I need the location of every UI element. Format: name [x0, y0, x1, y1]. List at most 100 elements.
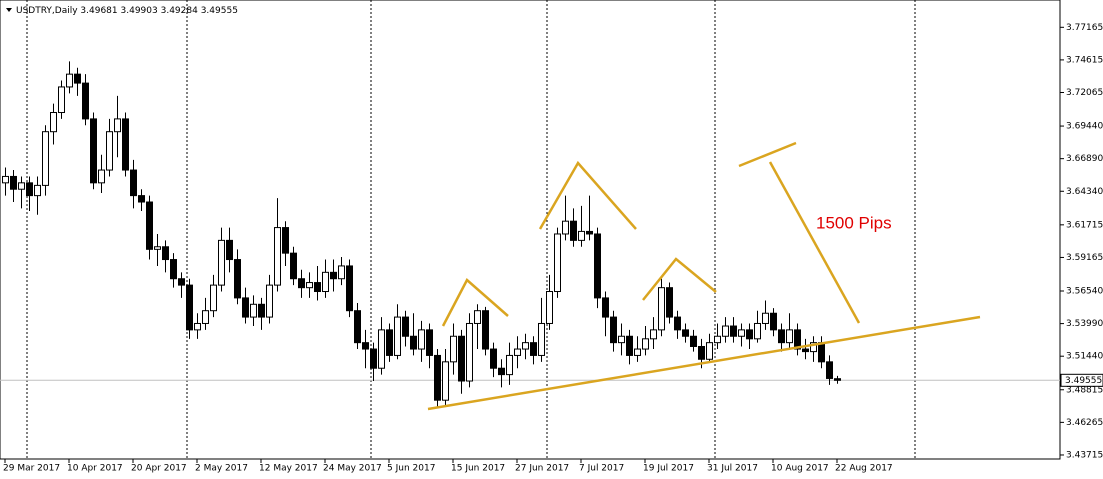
candle-body	[666, 287, 673, 318]
candle-body	[698, 345, 705, 360]
candle-body	[674, 316, 681, 331]
candle-body	[458, 335, 465, 382]
candle-body	[2, 175, 9, 184]
candle-body	[834, 378, 841, 381]
menu-arrow	[6, 8, 12, 12]
candle-body	[114, 118, 121, 133]
candle-body	[226, 239, 233, 261]
head	[538, 160, 637, 230]
candle-body	[794, 329, 801, 350]
candle-body	[722, 325, 729, 337]
candle-body	[210, 284, 217, 312]
x-tick-label: 5 Jun 2017	[387, 464, 435, 474]
x-tick-label: 20 Apr 2017	[131, 464, 187, 474]
candle-body	[146, 201, 153, 250]
plot-frame	[0, 0, 1061, 460]
candle-body	[402, 316, 409, 337]
candle-body	[26, 182, 33, 197]
candle-body	[642, 338, 649, 350]
candle-body	[682, 329, 689, 337]
candle-body	[770, 312, 777, 331]
candle-body	[730, 325, 737, 337]
candle-body	[514, 348, 521, 356]
candle-body	[530, 342, 537, 356]
x-tick-label: 10 Apr 2017	[67, 464, 123, 474]
ohlc-high: 3.49903	[121, 6, 158, 16]
candle-body	[186, 284, 193, 331]
y-tick-label: 3.72065	[1066, 88, 1103, 98]
x-tick-label: 10 Aug 2017	[771, 464, 829, 474]
drawings	[427, 141, 981, 411]
candle-body	[810, 342, 817, 353]
candle-body	[258, 303, 265, 318]
shoulder-left	[441, 278, 509, 327]
ohlc-low: 3.49284	[161, 6, 198, 16]
candle-body	[106, 131, 113, 171]
candle-body	[138, 195, 145, 203]
candle-body	[154, 246, 161, 250]
y-tick-label: 3.53990	[1066, 319, 1103, 329]
candle-body	[426, 329, 433, 356]
candle-body	[466, 322, 473, 382]
candle-body	[410, 335, 417, 350]
candle-body	[58, 86, 65, 114]
candle-body	[378, 329, 385, 369]
candle-body	[362, 342, 369, 350]
candle-body	[474, 310, 481, 324]
y-tick-label: 3.69440	[1066, 122, 1103, 132]
x-tick-label: 19 Jul 2017	[643, 464, 694, 474]
neckline-copy	[738, 141, 797, 168]
x-tick-label: 2 May 2017	[195, 464, 248, 474]
candle-body	[82, 82, 89, 120]
candle-body	[434, 354, 441, 401]
x-tick-label: 22 Aug 2017	[835, 464, 893, 474]
candle-body	[626, 335, 633, 356]
candle-body	[690, 335, 697, 347]
candle-body	[330, 271, 337, 280]
annotation: 1500 Pips	[816, 213, 892, 232]
candle-body	[394, 316, 401, 356]
candle-body	[602, 297, 609, 318]
candle-body	[714, 335, 721, 344]
ohlc-open: 3.49681	[80, 6, 117, 16]
candle-body	[42, 131, 49, 186]
candle-body	[482, 310, 489, 350]
candle-body	[706, 342, 713, 360]
candle-body	[274, 227, 281, 286]
x-tick-label: 31 Jul 2017	[707, 464, 758, 474]
period-separators	[26, 0, 916, 459]
candle-body	[178, 278, 185, 286]
candle-body	[162, 246, 169, 261]
candle-body	[34, 184, 41, 197]
candle-body	[338, 265, 345, 280]
x-tick-label: 27 Jun 2017	[515, 464, 569, 474]
trendline	[427, 315, 981, 411]
ohlc-close: 3.49555	[201, 6, 238, 16]
candle-body	[522, 342, 529, 350]
candle-body	[122, 118, 129, 171]
y-tick-label: 3.51440	[1066, 352, 1103, 362]
candle-body	[650, 329, 657, 340]
candle-body	[50, 112, 57, 133]
shoulder-right	[642, 257, 717, 301]
candle-body	[826, 361, 833, 379]
candle-body	[370, 348, 377, 369]
candle-body	[10, 175, 17, 190]
candle-body	[554, 233, 561, 293]
price-label-box	[1060, 373, 1103, 387]
y-tick-label: 3.64340	[1066, 187, 1103, 197]
y-tick-label: 3.56540	[1066, 286, 1103, 296]
candle-body	[570, 220, 577, 241]
candle-body	[538, 322, 545, 356]
candle-body	[250, 303, 257, 318]
y-tick-label: 3.77165	[1066, 23, 1103, 33]
candle-body	[586, 230, 593, 235]
candle-body	[18, 182, 25, 190]
candle-body	[418, 329, 425, 350]
y-tick-label: 3.48815	[1066, 385, 1103, 395]
candle-body	[490, 348, 497, 369]
chart-header: USDTRY,Daily 3.49681 3.49903 3.49284 3.4…	[16, 6, 238, 16]
candle-body	[354, 310, 361, 344]
y-tick-label: 3.59165	[1066, 253, 1103, 263]
candle-body	[562, 220, 569, 235]
